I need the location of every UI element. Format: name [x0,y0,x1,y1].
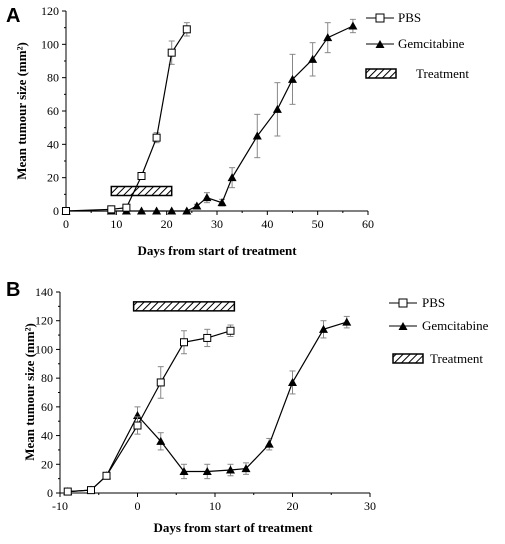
x-tick-label: 10 [110,217,122,231]
panel-b-legend-pbs: PBS [422,295,445,310]
gemcitabine-point [227,173,237,182]
panel-a-legend-gemcitabine: Gemcitabine [398,36,465,51]
y-tick-label: 0 [53,204,59,218]
x-tick-label: 30 [211,217,223,231]
y-tick-label: 100 [41,37,59,51]
gemcitabine-legend-marker [375,40,385,48]
gemcitabine-point [241,464,251,473]
pbs-point [87,486,95,495]
gemcitabine-point [308,54,318,63]
y-tick-label: 80 [47,71,59,85]
panel-a-x-axis-title: Days from start of treatment [137,243,297,258]
panel-a-legend-treatment: Treatment [416,66,469,81]
gemcitabine-point [288,377,297,386]
gemcitabine-point [323,33,333,42]
pbs-point [226,326,235,335]
x-tick-label: 40 [261,217,273,231]
panel-letter-b: B [6,279,20,301]
pbs-point [137,172,146,180]
x-tick-label: 30 [364,499,376,513]
y-tick-label: 120 [35,314,53,328]
panel-a-legend: PBS Gemcitabine Treatment [365,10,469,81]
panel-a-legend-pbs: PBS [398,10,421,25]
y-tick-label: 120 [41,4,59,18]
pbs-legend-marker [375,13,385,23]
gemcitabine-point [202,466,212,475]
gemcitabine-point [152,206,162,215]
pbs-point [102,471,111,480]
x-tick-label: -10 [52,499,68,513]
series-gemcitabine [61,18,358,215]
y-tick-label: 40 [41,429,53,443]
panel-a-y-axis-title: Mean tumour size (mm²) [14,42,29,180]
panel-b-legend: PBS Gemcitabine Treatment [389,295,489,366]
treatment-legend-bar [365,68,397,79]
panel-b-x-axis-title: Days from start of treatment [153,520,313,535]
y-tick-label: 20 [47,171,59,185]
gemcitabine-point [137,206,146,215]
gemcitabine-point [288,74,297,83]
x-tick-label: 20 [287,499,299,513]
gemcitabine-point [342,317,352,326]
series-pbs [62,22,191,215]
y-tick-label: 60 [41,400,53,414]
pbs-line [67,330,231,493]
panel-a-chart: 0 10 20 30 40 50 60 0 20 40 60 80 100 120 [41,4,374,231]
treatment-bar [132,301,236,312]
treatment-bar [110,185,173,197]
pbs-point [107,205,116,214]
x-tick-label: 60 [362,217,374,231]
y-tick-label: 40 [47,137,59,151]
gemcitabine-point [272,104,282,113]
gemcitabine-point [192,201,202,210]
gemcitabine-point [179,466,189,475]
gemcitabine-line [66,25,354,212]
gemcitabine-legend-marker [398,322,408,330]
y-tick-label: 80 [41,371,53,385]
gemcitabine-point [348,21,358,30]
y-tick-label: 60 [47,104,59,118]
gemcitabine-point [156,436,166,445]
pbs-point [62,207,70,215]
x-tick-label: 10 [209,499,221,513]
y-tick-label: 140 [35,285,53,299]
panel-b-legend-gemcitabine: Gemcitabine [422,318,489,333]
pbs-point [203,333,212,342]
x-tick-label: 0 [135,499,141,513]
pbs-point [182,25,191,34]
gemcitabine-point [252,131,262,140]
y-tick-label: 100 [35,342,53,356]
pbs-point [122,203,131,212]
pbs-point [156,378,165,387]
treatment-legend-bar [392,353,424,364]
pbs-point [167,48,176,57]
series-pbs [63,324,235,496]
gemcitabine-point [182,206,192,215]
panel-b-y-axis-title: Mean tumour size (mm²) [22,323,37,461]
pbs-point [152,133,161,142]
pbs-point [63,487,72,496]
x-tick-label: 0 [63,217,69,231]
pbs-point [180,338,188,347]
pbs-legend-marker [398,298,408,308]
gemcitabine-point [217,198,227,207]
gemcitabine-point [167,206,177,215]
y-tick-label: 20 [41,457,53,471]
panel-b-legend-treatment: Treatment [430,351,483,366]
y-tick-label: 0 [47,486,53,500]
gemcitabine-point [264,439,274,448]
x-tick-label: 50 [312,217,324,231]
pbs-point [133,421,142,430]
panel-letter-a: A [6,5,20,27]
x-tick-label: 20 [161,217,173,231]
gemcitabine-point [319,324,328,333]
gemcitabine-point [226,465,235,474]
gemcitabine-point [202,193,212,202]
